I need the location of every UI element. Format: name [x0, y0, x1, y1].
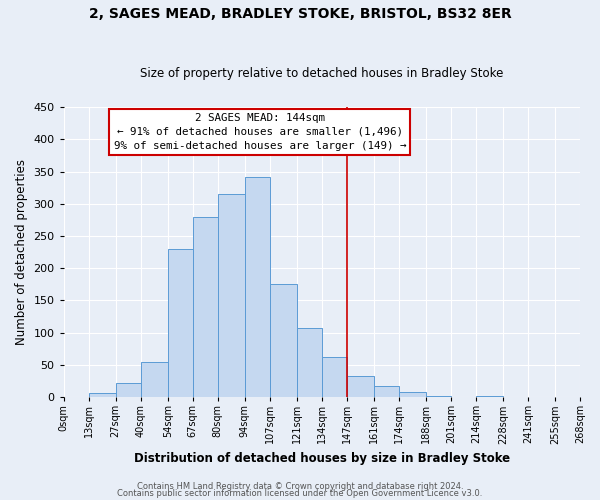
Title: Size of property relative to detached houses in Bradley Stoke: Size of property relative to detached ho…	[140, 66, 503, 80]
Bar	[297, 328, 322, 397]
Bar	[322, 357, 347, 397]
Bar	[426, 396, 451, 397]
Bar	[89, 392, 116, 397]
Bar	[218, 194, 245, 397]
Text: Contains HM Land Registry data © Crown copyright and database right 2024.: Contains HM Land Registry data © Crown c…	[137, 482, 463, 491]
Bar	[193, 216, 218, 397]
Y-axis label: Number of detached properties: Number of detached properties	[15, 159, 28, 345]
Text: 2 SAGES MEAD: 144sqm
← 91% of detached houses are smaller (1,496)
9% of semi-det: 2 SAGES MEAD: 144sqm ← 91% of detached h…	[113, 113, 406, 151]
Bar	[347, 376, 374, 397]
Text: 2, SAGES MEAD, BRADLEY STOKE, BRISTOL, BS32 8ER: 2, SAGES MEAD, BRADLEY STOKE, BRISTOL, B…	[89, 8, 511, 22]
Text: Contains public sector information licensed under the Open Government Licence v3: Contains public sector information licen…	[118, 490, 482, 498]
Bar	[141, 362, 168, 397]
Bar	[245, 176, 270, 397]
Bar	[168, 249, 193, 397]
Bar	[270, 284, 297, 397]
Bar	[399, 392, 426, 397]
Bar	[374, 386, 399, 397]
Bar	[476, 396, 503, 397]
Bar	[116, 383, 141, 397]
X-axis label: Distribution of detached houses by size in Bradley Stoke: Distribution of detached houses by size …	[134, 452, 510, 465]
